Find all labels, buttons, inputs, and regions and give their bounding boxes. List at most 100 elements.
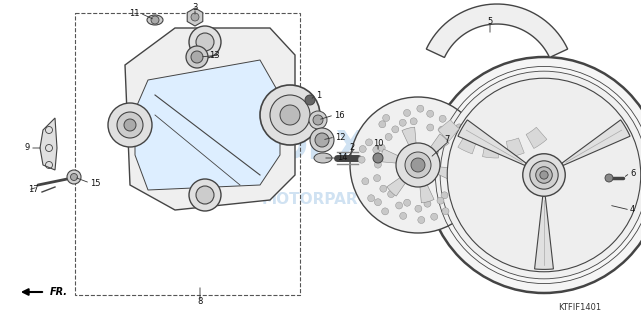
Circle shape xyxy=(536,167,553,183)
Circle shape xyxy=(399,119,406,126)
Circle shape xyxy=(191,13,199,21)
Circle shape xyxy=(454,196,462,204)
Wedge shape xyxy=(438,120,459,141)
Circle shape xyxy=(441,192,448,199)
Polygon shape xyxy=(135,60,280,190)
Wedge shape xyxy=(402,127,417,149)
Circle shape xyxy=(374,175,381,182)
Polygon shape xyxy=(40,118,57,170)
Circle shape xyxy=(456,124,463,131)
Circle shape xyxy=(186,46,208,68)
Circle shape xyxy=(471,171,478,178)
Wedge shape xyxy=(483,141,498,158)
Circle shape xyxy=(67,170,81,184)
Circle shape xyxy=(124,119,136,131)
Ellipse shape xyxy=(314,153,332,163)
Circle shape xyxy=(447,78,641,272)
Circle shape xyxy=(427,124,434,131)
Circle shape xyxy=(380,185,387,192)
Polygon shape xyxy=(426,4,568,57)
Circle shape xyxy=(373,153,383,163)
Circle shape xyxy=(605,174,613,182)
Circle shape xyxy=(196,33,214,51)
Circle shape xyxy=(365,139,372,146)
Text: 13: 13 xyxy=(210,50,220,59)
Text: KTFIF1401: KTFIF1401 xyxy=(558,303,601,312)
Text: 9: 9 xyxy=(25,143,30,152)
Circle shape xyxy=(196,186,214,204)
Circle shape xyxy=(400,213,406,220)
Circle shape xyxy=(358,156,365,163)
Text: 17: 17 xyxy=(28,186,38,195)
Circle shape xyxy=(310,128,334,152)
Circle shape xyxy=(368,195,374,202)
Circle shape xyxy=(117,112,143,138)
Text: 15: 15 xyxy=(90,178,101,187)
Text: 3: 3 xyxy=(192,4,197,13)
Circle shape xyxy=(374,199,381,206)
Circle shape xyxy=(470,164,477,171)
Text: 16: 16 xyxy=(334,110,345,119)
Wedge shape xyxy=(506,138,524,157)
Wedge shape xyxy=(380,149,402,163)
Circle shape xyxy=(381,208,388,215)
Circle shape xyxy=(396,143,440,187)
Circle shape xyxy=(442,208,449,215)
Circle shape xyxy=(313,115,323,125)
Wedge shape xyxy=(387,175,408,196)
Circle shape xyxy=(385,134,392,140)
Circle shape xyxy=(418,216,425,223)
Circle shape xyxy=(440,71,641,279)
Text: 12: 12 xyxy=(335,133,345,142)
Circle shape xyxy=(108,103,152,147)
Circle shape xyxy=(280,105,300,125)
Wedge shape xyxy=(420,181,434,203)
Circle shape xyxy=(392,126,399,133)
Circle shape xyxy=(411,158,425,172)
Circle shape xyxy=(469,150,475,157)
Circle shape xyxy=(315,133,329,147)
Text: MOTORPARTS: MOTORPARTS xyxy=(262,192,379,206)
Text: FR.: FR. xyxy=(50,287,68,297)
Circle shape xyxy=(309,111,327,129)
Circle shape xyxy=(388,191,395,197)
Circle shape xyxy=(437,197,444,204)
Circle shape xyxy=(405,152,431,178)
Polygon shape xyxy=(125,28,295,210)
Circle shape xyxy=(424,200,431,207)
Text: 6: 6 xyxy=(630,169,635,178)
Text: 11: 11 xyxy=(129,8,140,18)
Circle shape xyxy=(456,153,463,160)
Circle shape xyxy=(378,144,385,151)
Circle shape xyxy=(270,95,310,135)
Text: 4: 4 xyxy=(630,205,635,214)
Text: 7: 7 xyxy=(445,135,450,144)
Circle shape xyxy=(305,95,315,105)
Bar xyxy=(75,13,300,295)
Circle shape xyxy=(467,186,474,193)
Circle shape xyxy=(189,179,221,211)
Circle shape xyxy=(410,118,417,125)
Text: 2: 2 xyxy=(350,143,355,152)
Circle shape xyxy=(523,154,565,196)
Circle shape xyxy=(530,161,558,189)
Circle shape xyxy=(350,97,486,233)
Polygon shape xyxy=(562,120,630,166)
Circle shape xyxy=(383,115,390,121)
Circle shape xyxy=(415,205,422,212)
Circle shape xyxy=(362,178,369,185)
Circle shape xyxy=(379,121,386,128)
Text: 10: 10 xyxy=(373,138,383,148)
Circle shape xyxy=(459,160,466,167)
Circle shape xyxy=(453,143,459,151)
Ellipse shape xyxy=(147,15,163,25)
Text: DPX: DPX xyxy=(275,129,366,167)
Circle shape xyxy=(404,199,411,206)
Circle shape xyxy=(71,173,78,180)
Circle shape xyxy=(260,85,320,145)
Circle shape xyxy=(417,105,424,112)
Circle shape xyxy=(540,171,548,179)
Circle shape xyxy=(404,109,410,117)
Circle shape xyxy=(438,126,445,133)
Circle shape xyxy=(454,169,461,176)
